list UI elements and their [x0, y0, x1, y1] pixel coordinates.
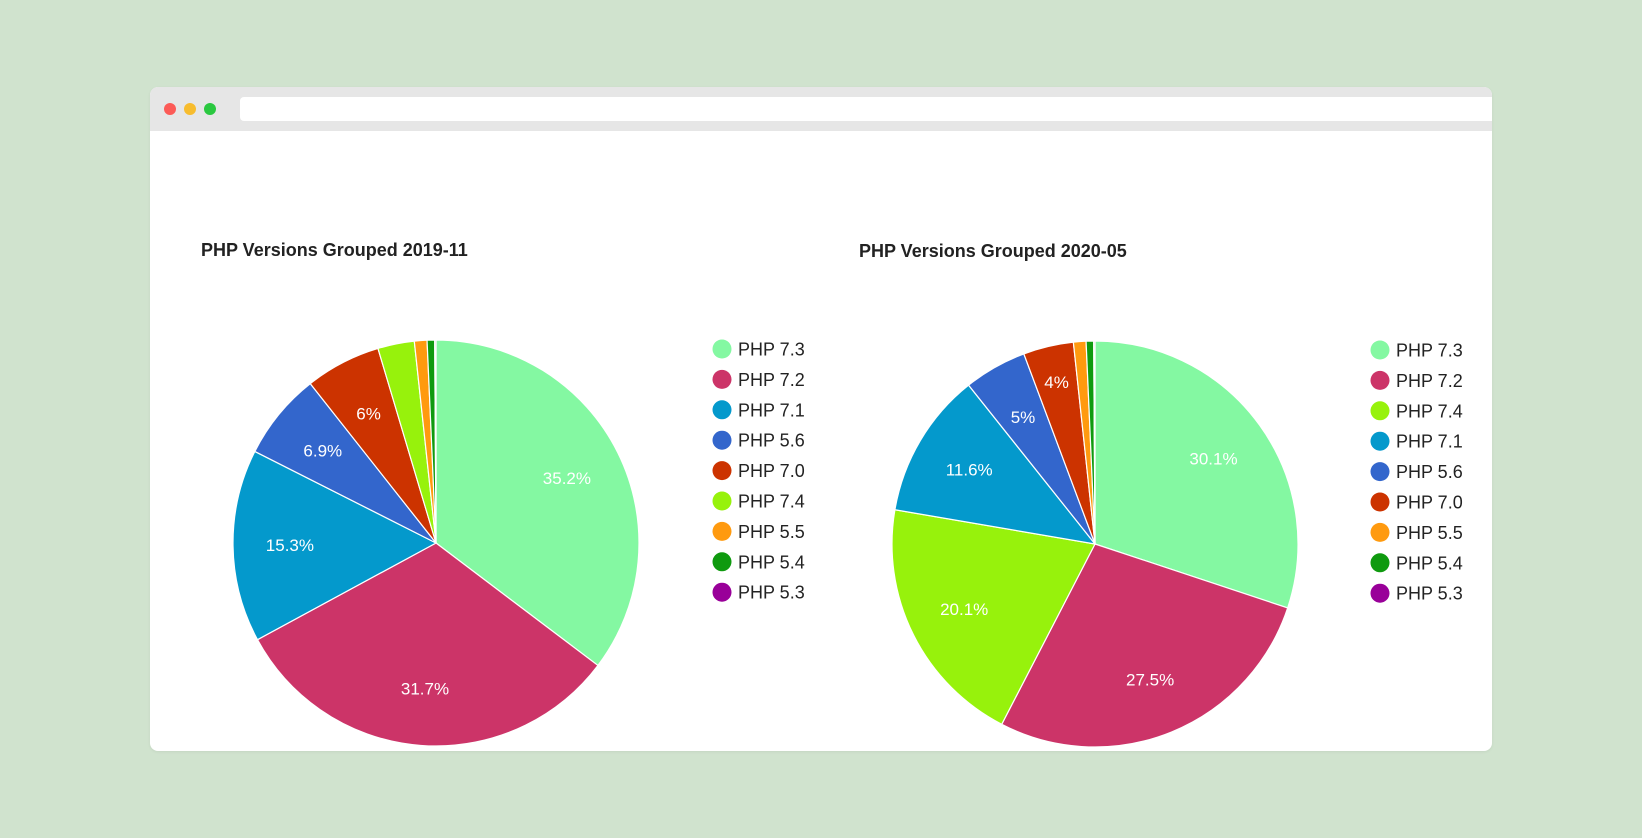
legend-swatch — [1370, 340, 1390, 360]
pie-slice-php-7-3[interactable] — [1094, 340, 1299, 609]
legend-item[interactable]: PHP 5.5 — [1370, 522, 1463, 543]
legend-item[interactable]: PHP 5.6 — [1370, 462, 1463, 482]
slice-percent-label: 20.1% — [940, 600, 988, 619]
slice-percent-label: 6% — [356, 404, 381, 423]
legend-item[interactable]: PHP 7.4 — [1370, 401, 1463, 421]
legend-swatch — [1370, 522, 1390, 542]
legend-item[interactable]: PHP 7.2 — [712, 369, 805, 390]
legend-label: PHP 5.3 — [738, 583, 805, 603]
legend-swatch — [712, 369, 732, 389]
legend-swatch — [1370, 583, 1390, 603]
maximize-window-dot[interactable] — [204, 103, 216, 115]
slice-percent-label: 6.9% — [303, 442, 342, 461]
window-titlebar — [150, 87, 1492, 131]
slice-percent-label: 4% — [1044, 373, 1069, 392]
legend-label: PHP 7.3 — [1396, 341, 1463, 361]
legend-swatch — [712, 552, 732, 572]
address-bar[interactable] — [240, 97, 1492, 121]
slice-percent-label: 30.1% — [1189, 450, 1237, 469]
legend-swatch — [1370, 462, 1390, 482]
legend-swatch — [1370, 401, 1390, 421]
chart-title: PHP Versions Grouped 2019-11 — [201, 240, 468, 260]
slice-percent-label: 15.3% — [266, 536, 314, 555]
pie-slice-php-7-1[interactable] — [232, 450, 438, 641]
pie-slice-php-7-3[interactable] — [435, 339, 640, 667]
legend-label: PHP 5.5 — [1396, 523, 1463, 543]
slice-percent-label: 35.2% — [543, 469, 591, 488]
legend-label: PHP 5.6 — [738, 431, 805, 451]
legend-swatch — [712, 400, 732, 420]
legend-swatch — [712, 430, 732, 450]
legend-swatch — [712, 582, 732, 602]
chart-title: PHP Versions Grouped 2020-05 — [859, 241, 1127, 261]
legend-label: PHP 7.4 — [1396, 401, 1463, 421]
legend-label: PHP 7.4 — [738, 492, 805, 512]
legend-label: PHP 5.3 — [1396, 584, 1463, 604]
legend-swatch — [1370, 553, 1390, 573]
slice-percent-label: 5% — [1011, 408, 1036, 427]
legend-label: PHP 7.2 — [738, 370, 805, 390]
slice-percent-label: 11.6% — [946, 461, 993, 480]
legend-item[interactable]: PHP 7.0 — [1370, 492, 1463, 513]
legend-label: PHP 7.0 — [738, 461, 805, 481]
legend-label: PHP 5.4 — [738, 552, 805, 572]
legend-label: PHP 7.1 — [738, 400, 805, 420]
legend-item[interactable]: PHP 7.1 — [712, 400, 805, 420]
pie-charts-canvas: PHP Versions Grouped 2019-11 35.2% 31.7% 15… — [201, 240, 1463, 748]
pie-chart-1: PHP Versions Grouped 2019-11 35.2% 31.7% 15… — [201, 240, 805, 747]
legend-swatch — [1370, 431, 1390, 451]
legend-swatch — [1370, 492, 1390, 512]
legend-item[interactable]: PHP 5.4 — [712, 552, 805, 572]
legend-item[interactable]: PHP 5.3 — [712, 582, 805, 603]
legend-item[interactable]: PHP 7.3 — [1370, 340, 1463, 361]
legend-item[interactable]: PHP 7.2 — [1370, 370, 1463, 391]
legend-item[interactable]: PHP 5.5 — [712, 521, 805, 542]
slice-percent-label: 31.7% — [401, 680, 449, 699]
legend-label: PHP 7.3 — [738, 340, 805, 360]
pie-slice-php-7-2[interactable] — [1000, 543, 1289, 748]
legend-item[interactable]: PHP 7.3 — [712, 339, 805, 360]
legend-swatch — [712, 339, 732, 359]
legend-swatch — [712, 521, 732, 541]
pie-slice-php-5-3[interactable] — [1093, 340, 1096, 545]
legend-item[interactable]: PHP 7.1 — [1370, 431, 1463, 452]
pie-slice-php-7-4[interactable] — [891, 509, 1096, 726]
legend-label: PHP 5.6 — [1396, 462, 1463, 482]
browser-window: PHP Versions Grouped 2019-11 35.2% 31.7% 15… — [150, 87, 1492, 751]
legend-label: PHP 5.5 — [738, 522, 805, 542]
page-content: PHP Versions Grouped 2019-11 35.2% 31.7% 15… — [150, 131, 1492, 751]
legend-label: PHP 7.2 — [1396, 371, 1463, 391]
pie-slice-php-5-3[interactable] — [434, 339, 437, 544]
legend-label: PHP 7.0 — [1396, 493, 1463, 513]
legend-item[interactable]: PHP 7.0 — [712, 461, 805, 481]
pie-slice-php-7-1[interactable] — [894, 384, 1097, 545]
close-window-dot[interactable] — [164, 103, 176, 115]
legend-swatch — [712, 461, 732, 481]
legend-label: PHP 5.4 — [1396, 553, 1463, 573]
legend-item[interactable]: PHP 7.4 — [712, 491, 805, 512]
minimize-window-dot[interactable] — [184, 103, 196, 115]
legend-item[interactable]: PHP 5.3 — [1370, 583, 1463, 604]
pie-chart-2: PHP Versions Grouped 2020-05 30.1% 27.5% 20… — [859, 241, 1463, 748]
legend-swatch — [1370, 370, 1390, 390]
legend-item[interactable]: PHP 5.4 — [1370, 553, 1463, 573]
legend-label: PHP 7.1 — [1396, 432, 1463, 452]
slice-percent-label: 27.5% — [1126, 670, 1174, 689]
legend-swatch — [712, 491, 732, 511]
legend-item[interactable]: PHP 5.6 — [712, 430, 805, 451]
